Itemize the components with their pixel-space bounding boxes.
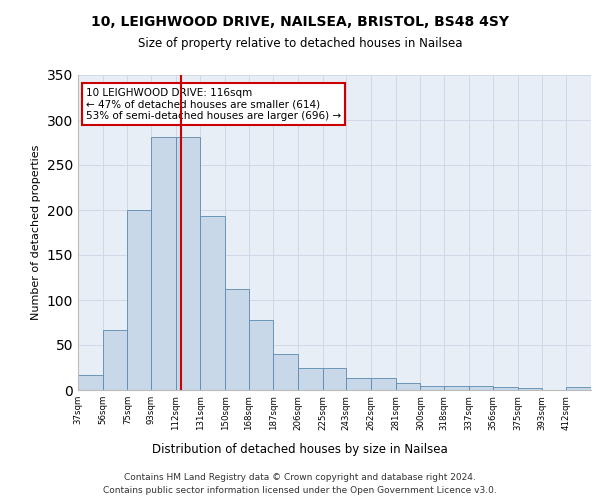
Bar bbox=[346, 378, 371, 390]
Bar bbox=[225, 289, 248, 390]
Bar bbox=[323, 368, 346, 390]
Bar bbox=[78, 374, 103, 390]
Bar bbox=[127, 210, 151, 390]
Bar bbox=[274, 354, 298, 390]
Bar bbox=[176, 137, 200, 390]
Bar bbox=[151, 137, 176, 390]
Bar bbox=[395, 383, 421, 390]
Bar bbox=[566, 388, 591, 390]
Text: Distribution of detached houses by size in Nailsea: Distribution of detached houses by size … bbox=[152, 442, 448, 456]
Text: Contains public sector information licensed under the Open Government Licence v3: Contains public sector information licen… bbox=[103, 486, 497, 495]
Bar bbox=[469, 386, 493, 390]
Bar bbox=[421, 386, 444, 390]
Bar bbox=[248, 320, 274, 390]
Bar bbox=[200, 216, 225, 390]
Bar bbox=[444, 386, 469, 390]
Y-axis label: Number of detached properties: Number of detached properties bbox=[31, 145, 41, 320]
Bar bbox=[103, 330, 127, 390]
Bar bbox=[371, 378, 395, 390]
Text: 10 LEIGHWOOD DRIVE: 116sqm
← 47% of detached houses are smaller (614)
53% of sem: 10 LEIGHWOOD DRIVE: 116sqm ← 47% of deta… bbox=[86, 88, 341, 121]
Bar bbox=[493, 388, 518, 390]
Text: Contains HM Land Registry data © Crown copyright and database right 2024.: Contains HM Land Registry data © Crown c… bbox=[124, 472, 476, 482]
Text: Size of property relative to detached houses in Nailsea: Size of property relative to detached ho… bbox=[138, 38, 462, 51]
Bar bbox=[518, 388, 542, 390]
Text: 10, LEIGHWOOD DRIVE, NAILSEA, BRISTOL, BS48 4SY: 10, LEIGHWOOD DRIVE, NAILSEA, BRISTOL, B… bbox=[91, 15, 509, 29]
Bar bbox=[298, 368, 323, 390]
